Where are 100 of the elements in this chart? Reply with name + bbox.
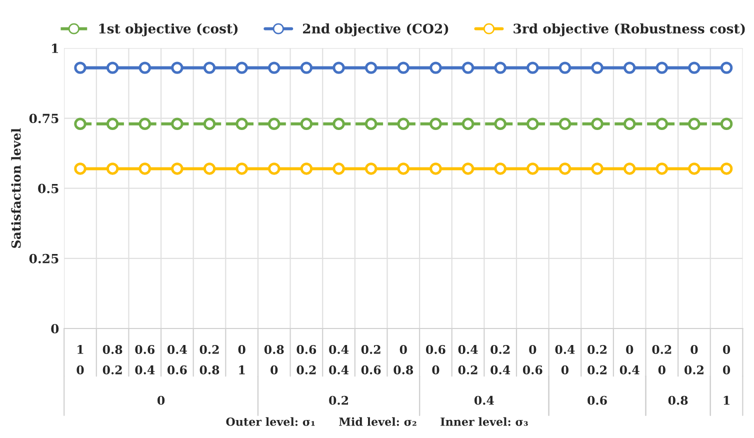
text: 0.6 [588, 396, 607, 405]
point [462, 118, 474, 130]
text: 0.2 [329, 396, 348, 405]
point [106, 162, 119, 175]
point [74, 62, 86, 74]
text: Outer level: σ₁ Mid level: σ₂ Inner level: σ₃ [226, 417, 528, 426]
x-tick-label: 0 0.2 [684, 345, 704, 374]
point [332, 62, 345, 74]
point [364, 62, 378, 74]
text: 0.4 [474, 396, 494, 405]
y-tick-label: 0 [51, 324, 59, 334]
x-tick-label: 0 0 [722, 345, 730, 374]
point [300, 162, 313, 175]
point [688, 118, 700, 130]
point [623, 162, 636, 175]
x-tick-label: 0.2 0.6 [361, 345, 381, 374]
point [526, 62, 539, 74]
x-tick-label: 0.4 0.2 [458, 345, 478, 374]
x-tick-label: 1 0 [76, 345, 84, 374]
point [300, 118, 313, 130]
point [558, 62, 572, 74]
x-tick-label: 0.8 0.2 [102, 345, 122, 374]
text: 0.8 [668, 396, 688, 405]
point [236, 118, 248, 130]
text: 0 [157, 396, 165, 405]
y-axis-title: Satisfaction level [11, 128, 21, 248]
x-tick-label: 0.6 0 [426, 345, 446, 374]
legend-label: 2nd objective (CO2) [303, 23, 448, 36]
x-tick-label: 0.8 0 [264, 345, 284, 374]
point [364, 118, 378, 130]
point [397, 62, 410, 74]
legend-label: 1st objective (cost) [99, 23, 238, 36]
point [623, 62, 636, 74]
point [526, 162, 539, 175]
x-tick-label: 0 0.4 [620, 345, 640, 374]
point [332, 118, 345, 130]
point [236, 162, 248, 175]
text: 1 [724, 396, 730, 405]
point [138, 118, 151, 130]
point [526, 118, 539, 130]
x-tick-label: 0.4 0.6 [167, 345, 187, 374]
x-tick-label: 0.6 0.2 [296, 345, 316, 374]
x-tick-label: 0.4 0 [555, 345, 575, 374]
point [138, 62, 151, 74]
point [430, 118, 442, 130]
point [720, 118, 733, 130]
point [397, 118, 410, 130]
point [203, 162, 216, 175]
x-tick-label: 0.2 0.4 [490, 345, 510, 374]
point [688, 62, 700, 74]
point [656, 62, 668, 74]
point [106, 62, 119, 74]
point [203, 62, 216, 74]
point [364, 162, 378, 175]
point [462, 62, 474, 74]
point [171, 118, 184, 130]
point [494, 118, 506, 130]
point [74, 118, 86, 130]
point [462, 162, 474, 175]
point [494, 162, 506, 175]
point [236, 62, 248, 74]
point [268, 62, 280, 74]
point [300, 62, 313, 74]
point [171, 162, 184, 175]
x-tick-label: 0.4 0.4 [329, 345, 349, 374]
point [688, 162, 700, 175]
point [720, 62, 733, 74]
point [268, 162, 280, 175]
point [656, 118, 668, 130]
x-tick-label: 0 0.6 [522, 345, 542, 374]
point [558, 162, 572, 175]
x-tick-label: 0.2 0.8 [200, 345, 220, 374]
point [397, 162, 410, 175]
point [591, 62, 604, 74]
point [332, 162, 345, 175]
point [74, 162, 86, 175]
point [494, 62, 506, 74]
point [656, 162, 668, 175]
x-tick-label: 0 0.8 [394, 345, 414, 374]
point [558, 118, 572, 130]
x-tick-label: 0.2 0 [652, 345, 672, 374]
point [591, 162, 604, 175]
point [268, 118, 280, 130]
y-tick-label: 1 [52, 44, 58, 53]
point [430, 162, 442, 175]
x-tick-label: 0 1 [238, 345, 246, 374]
point [430, 62, 442, 74]
point [138, 162, 151, 175]
point [106, 118, 119, 130]
point [623, 118, 636, 130]
x-tick-label: 0.2 0.2 [588, 345, 606, 374]
point [591, 118, 604, 130]
point [171, 62, 184, 74]
y-tick-label: 0.75 [29, 114, 58, 124]
y-tick-label: 0.5 [38, 184, 58, 194]
legend-label: 3rd objective (Robustness cost) [514, 23, 745, 36]
point [203, 118, 216, 130]
point [720, 162, 733, 175]
x-tick-label: 0.6 0.4 [135, 345, 155, 374]
y-tick-label: 0.25 [29, 254, 58, 264]
